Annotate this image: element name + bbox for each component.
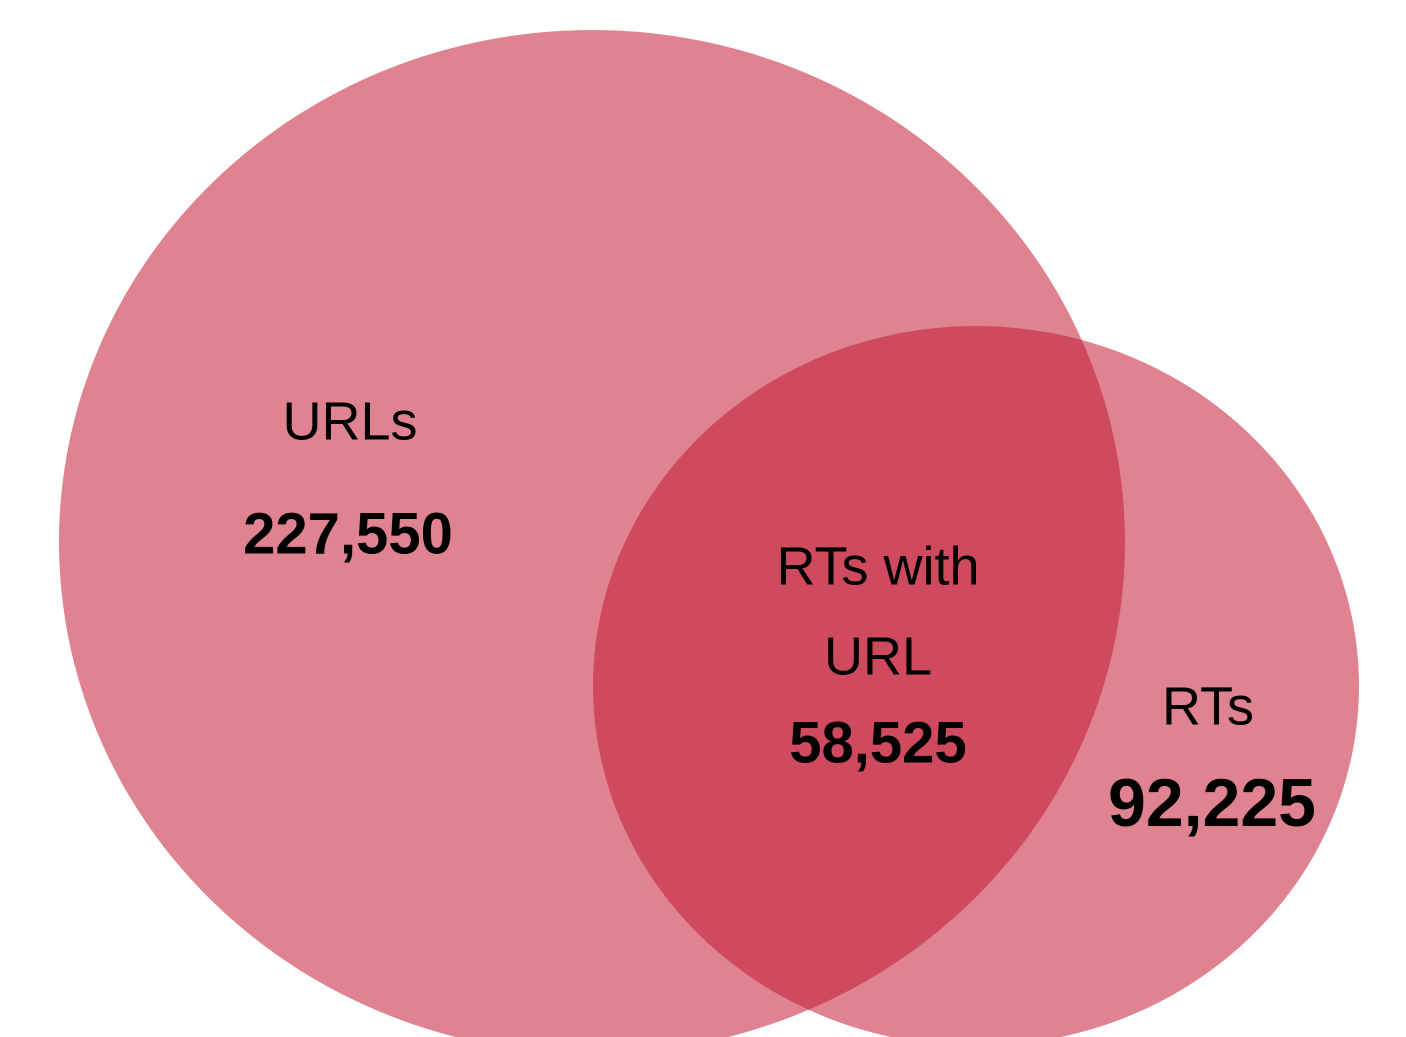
intersection-label: RTs with [776,536,979,596]
intersection-label: URL [824,626,932,686]
intersection-count: 58,525 [789,710,966,775]
set-label: RTs [1162,676,1254,736]
set-count: 92,225 [1108,765,1316,841]
set-label: URLs [282,391,417,451]
set-count: 227,550 [243,501,453,566]
intersection [593,326,1125,1037]
